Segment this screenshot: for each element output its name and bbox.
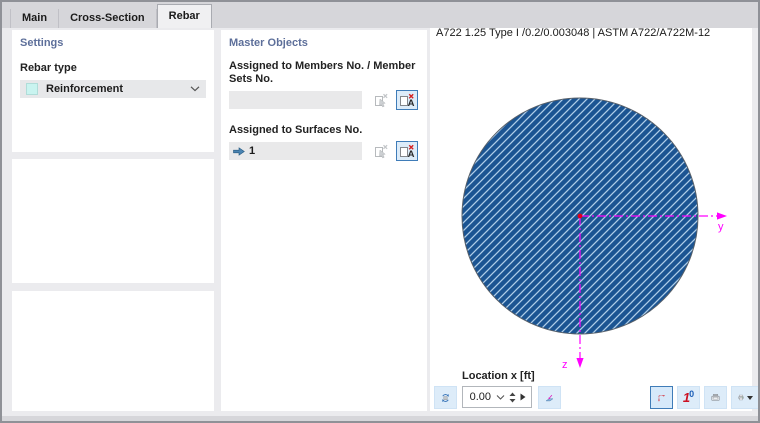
settings-header: Settings xyxy=(20,37,64,49)
chevron-down-icon xyxy=(496,394,505,400)
spinner-arrows-icon xyxy=(509,392,516,402)
select-pointer-icon xyxy=(375,144,388,158)
assigned-members-input[interactable] xyxy=(229,91,362,109)
reinforcement-color-swatch xyxy=(26,83,38,95)
tab-rebar[interactable]: Rebar xyxy=(156,4,212,28)
y-axis-label: y xyxy=(718,221,724,233)
settings-empty-section-1 xyxy=(12,159,214,283)
select-all-members-button[interactable]: A xyxy=(396,90,418,110)
location-dropdown-button[interactable] xyxy=(494,387,507,407)
cross-section-view: y z xyxy=(461,97,727,369)
centroid-point xyxy=(577,213,583,219)
assigned-surfaces-input[interactable]: 1 xyxy=(229,142,362,160)
print-dropdown-caret[interactable] xyxy=(747,395,753,400)
svg-text:A: A xyxy=(408,149,415,159)
y-axis-arrow xyxy=(717,212,727,220)
printer-icon xyxy=(738,394,744,401)
camera-icon xyxy=(711,394,720,401)
master-objects-panel: Master Objects Assigned to Members No. /… xyxy=(221,30,427,411)
select-members-button[interactable] xyxy=(372,90,392,110)
tab-bar: Main Cross-Section Rebar xyxy=(2,2,758,28)
location-spinner[interactable] xyxy=(507,387,518,407)
numbering-icon: 1 xyxy=(682,390,691,405)
select-all-icon: A xyxy=(400,93,415,108)
assigned-surfaces-label: Assigned to Surfaces No. xyxy=(229,124,363,136)
select-surfaces-button[interactable] xyxy=(372,141,392,161)
location-x-label: Location x [ft] xyxy=(462,370,535,382)
step-forward-icon xyxy=(520,393,526,401)
select-all-icon: A xyxy=(400,144,415,159)
cross-section-title: A722 1.25 Type I /0.2/0.003048 | ASTM A7… xyxy=(436,27,711,39)
location-step-forward-button[interactable] xyxy=(518,387,528,407)
axes-toggle-button[interactable] xyxy=(650,386,673,409)
z-axis-arrow xyxy=(576,358,584,368)
pick-location-icon xyxy=(545,394,554,401)
master-objects-header: Master Objects xyxy=(229,37,308,49)
rebar-type-value: Reinforcement xyxy=(46,83,124,95)
refresh-icon xyxy=(442,393,449,402)
print-button[interactable] xyxy=(731,386,760,409)
axes-icon xyxy=(658,394,666,402)
window-bottom-edge xyxy=(2,416,758,421)
rebar-type-label: Rebar type xyxy=(20,62,77,74)
settings-empty-section-2 xyxy=(12,291,214,411)
numbering-toggle-button[interactable]: 1 0 xyxy=(677,386,700,409)
select-all-surfaces-button[interactable]: A xyxy=(396,141,418,161)
location-x-input[interactable]: 0.00 xyxy=(462,386,532,408)
tab-cross-section[interactable]: Cross-Section xyxy=(59,9,157,28)
location-x-value: 0.00 xyxy=(469,391,491,403)
select-pointer-icon xyxy=(375,93,388,107)
chevron-down-icon xyxy=(190,86,200,92)
cross-section-preview-panel: A722 1.25 Type I /0.2/0.003048 | ASTM A7… xyxy=(430,24,760,411)
tab-main[interactable]: Main xyxy=(10,9,60,28)
rebar-type-select[interactable]: Reinforcement xyxy=(20,80,206,98)
save-picture-button[interactable] xyxy=(704,386,727,409)
assigned-surfaces-value: 1 xyxy=(249,145,256,157)
svg-text:A: A xyxy=(408,98,415,108)
z-axis-label: z xyxy=(562,359,568,369)
assigned-members-label: Assigned to Members No. / Member Sets No… xyxy=(229,60,416,85)
settings-panel: Settings Rebar type Reinforcement xyxy=(12,30,214,152)
refresh-button[interactable] xyxy=(434,386,457,409)
surface-arrow-icon xyxy=(233,146,245,156)
pick-location-button[interactable] xyxy=(538,386,561,409)
